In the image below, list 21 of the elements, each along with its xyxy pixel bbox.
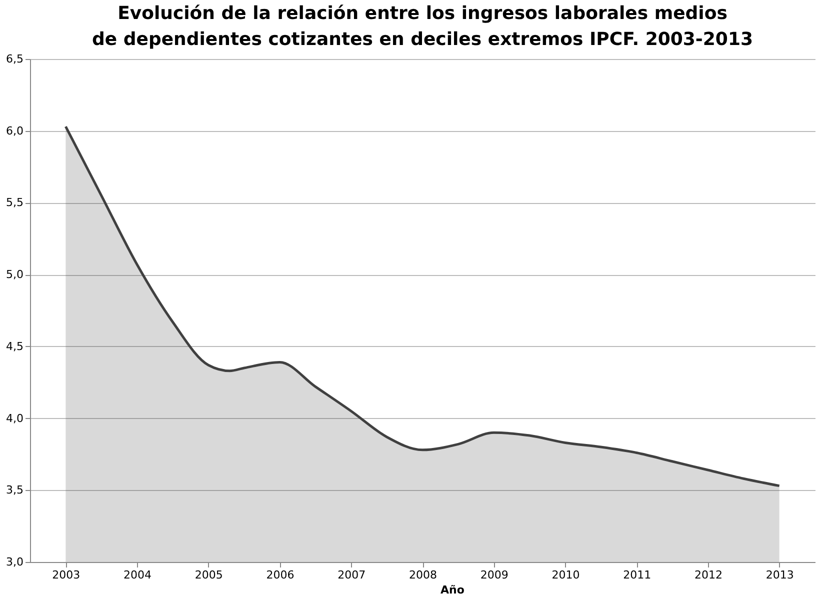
x-tick-label: 2012	[694, 568, 722, 582]
y-tick-label: 5,5	[6, 196, 24, 210]
x-tick-label: 2007	[338, 568, 366, 582]
chart-title: Evolución de la relación entre los ingresos laborales medios de dependientes cotizantes en deciles extremos IPCF. 2003-2013	[92, 3, 753, 50]
y-tick-label: 3,0	[6, 556, 24, 568]
x-tick-label: 2005	[194, 568, 223, 582]
x-tick-label: 2006	[266, 568, 294, 582]
x-tick-label: 2008	[409, 568, 437, 582]
y-tick-label: 3,5	[6, 484, 24, 497]
x-tick-label: 2013	[766, 568, 794, 582]
x-tick-label: 2011	[623, 568, 652, 582]
x-axis-title: Año	[440, 584, 465, 596]
y-tick-label: 4,5	[6, 340, 24, 353]
x-tick-label: 2003	[52, 568, 80, 582]
x-tick-label: 2009	[480, 568, 508, 582]
y-tick-label: 6,5	[6, 52, 24, 66]
x-tick-label: 2010	[552, 568, 580, 582]
y-tick-label: 6,0	[6, 124, 24, 138]
y-tick-label: 4,0	[6, 412, 24, 425]
x-tick-label: 2004	[124, 568, 152, 582]
y-tick-label: 5,0	[6, 268, 24, 282]
